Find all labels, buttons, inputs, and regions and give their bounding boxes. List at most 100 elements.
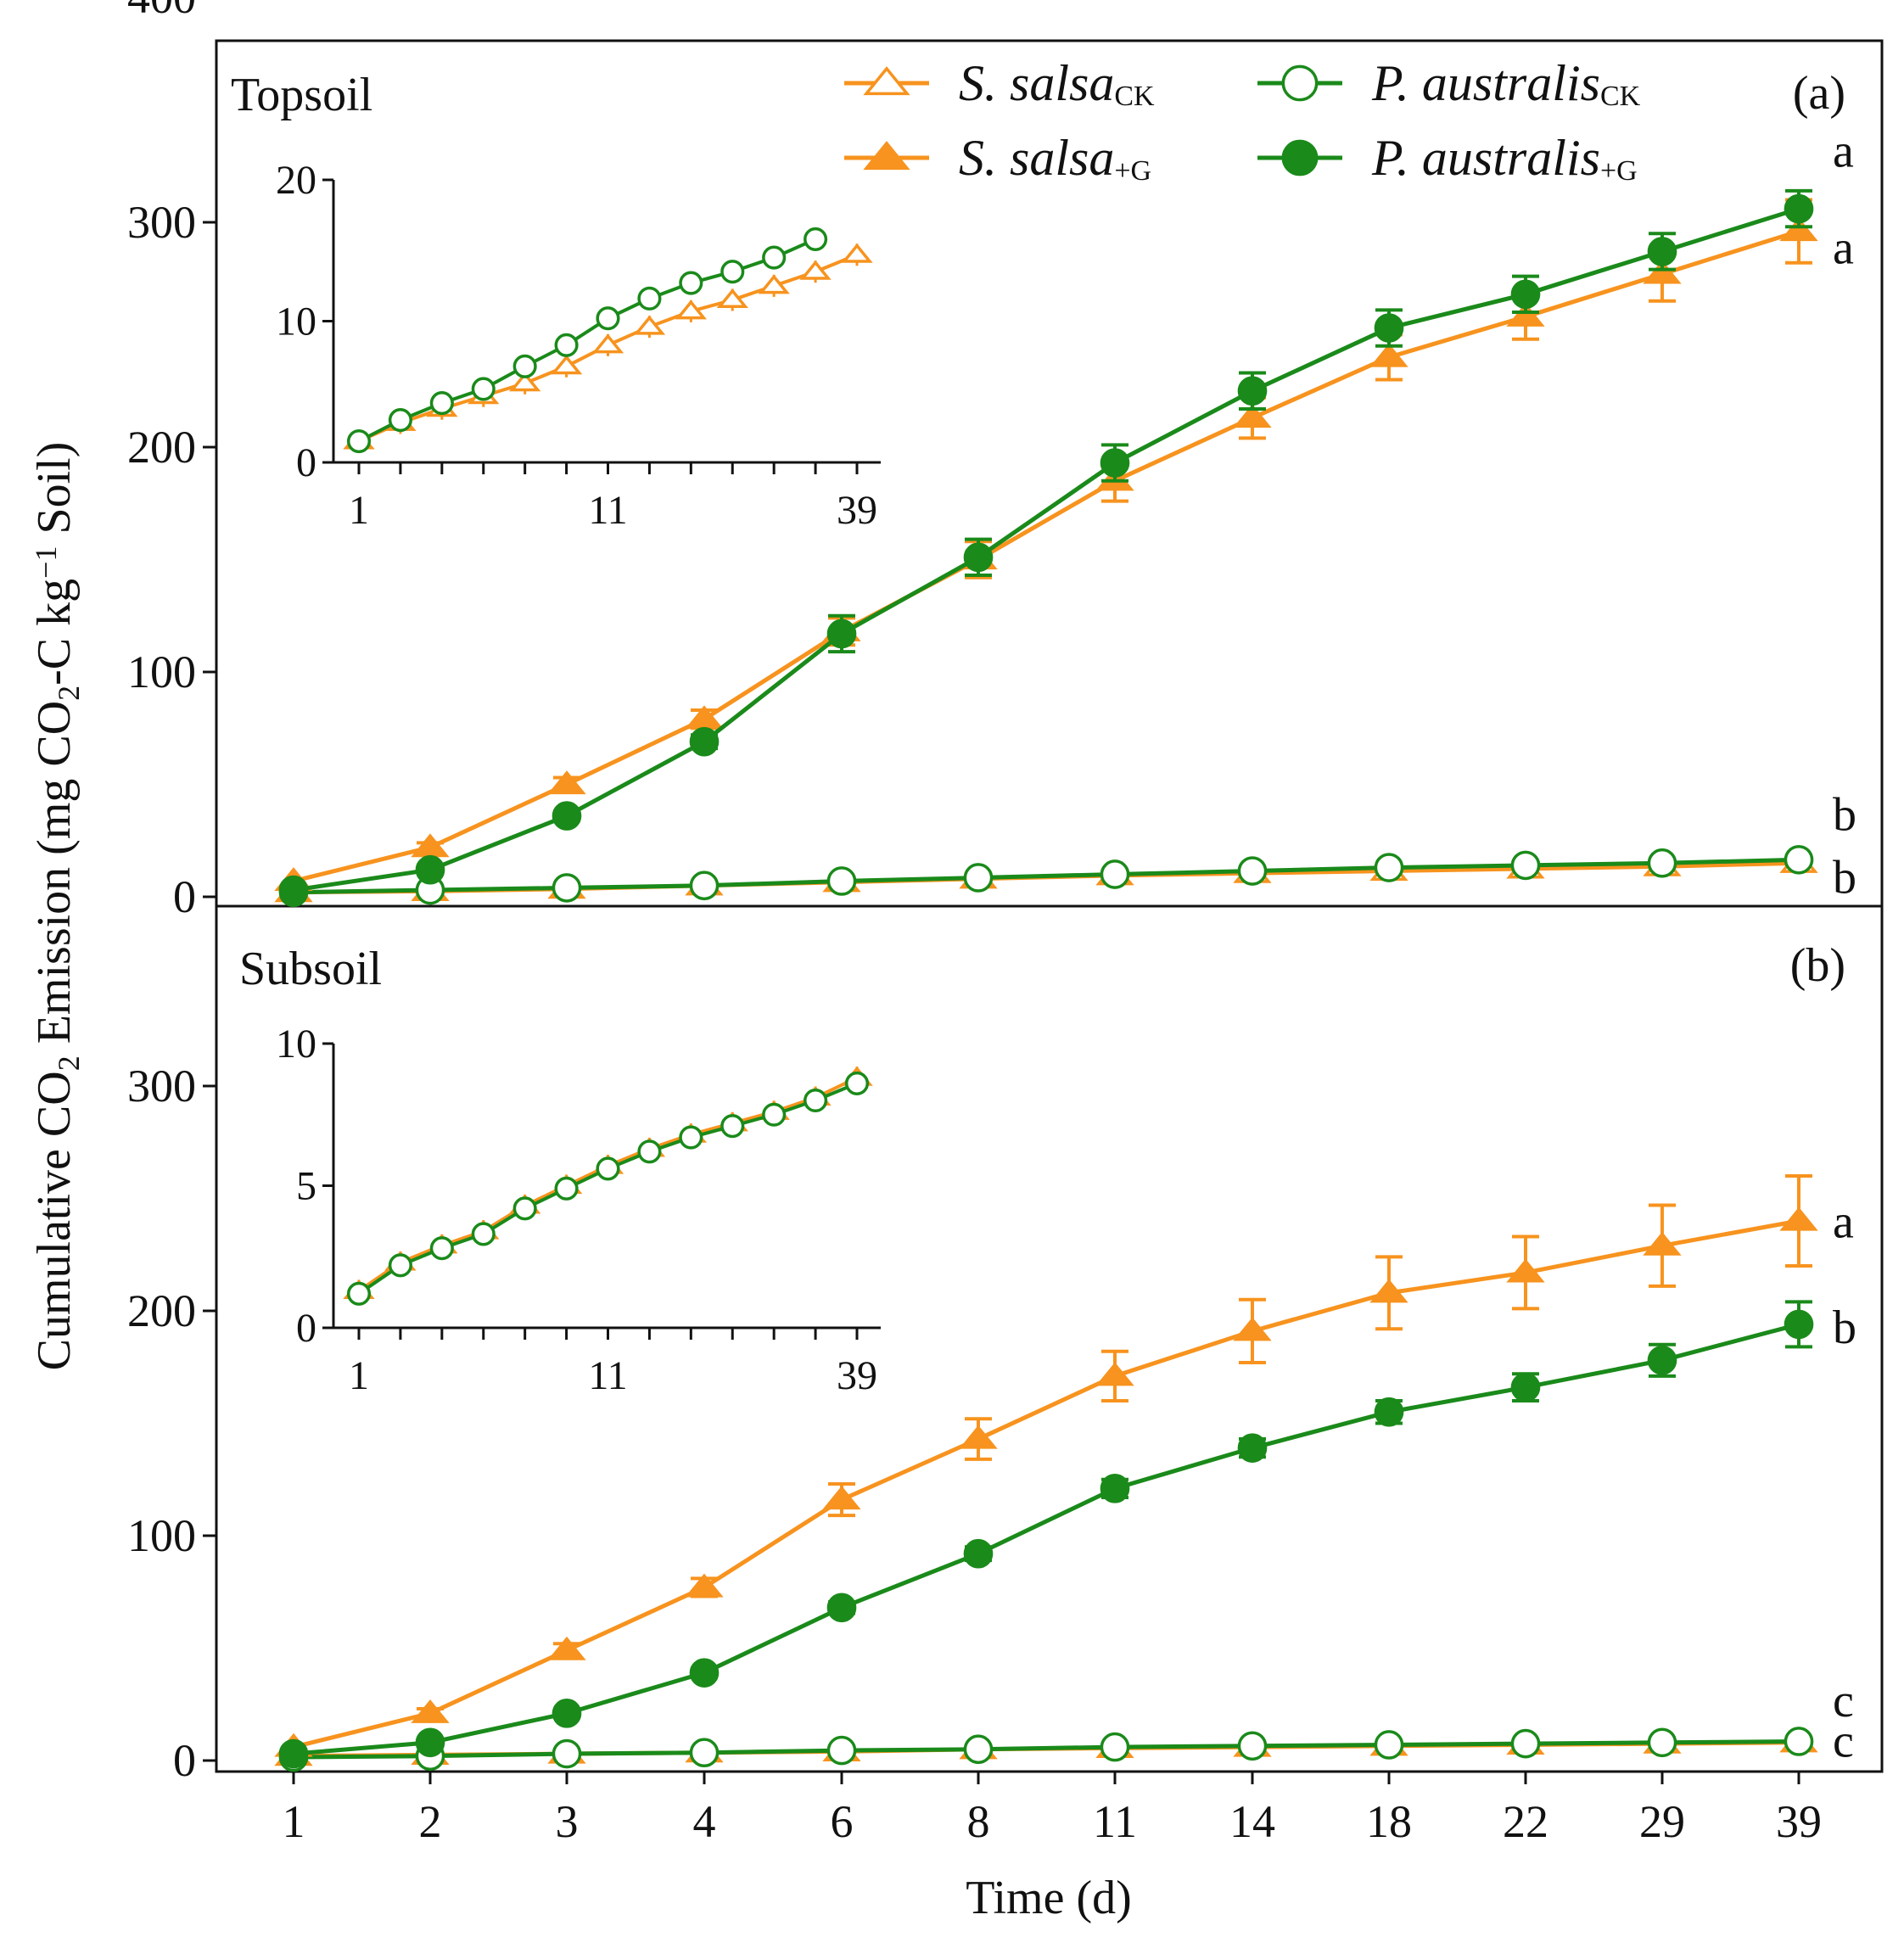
inset-data-point-ss_ck bbox=[550, 355, 583, 375]
data-point-pa_g bbox=[1100, 1474, 1130, 1503]
data-point-pa_g bbox=[689, 1658, 720, 1688]
axes-layer bbox=[203, 39, 1884, 1784]
data-point-pa_ck bbox=[1784, 1727, 1814, 1756]
inset-data-point-pa_ck bbox=[429, 391, 454, 416]
data-point-ss_g bbox=[411, 1699, 450, 1723]
data-point-pa_g bbox=[1784, 1309, 1814, 1340]
data-point-ss_g bbox=[1233, 1317, 1272, 1341]
data-point-pa_ck bbox=[1647, 848, 1677, 878]
data-point-ss_g bbox=[1643, 1231, 1682, 1256]
data-point-ss_g bbox=[822, 1486, 861, 1510]
data-point-pa_g bbox=[278, 875, 309, 905]
significance-letter: c bbox=[1833, 1715, 1854, 1767]
significance-letter: b bbox=[1833, 1302, 1856, 1354]
data-point-pa_g bbox=[1647, 237, 1677, 266]
panel-label: (b) bbox=[1790, 939, 1845, 992]
x-tick-label: 6 bbox=[831, 1796, 854, 1847]
y-axis-label-part: 2 bbox=[52, 686, 86, 701]
legend-treatment: +G bbox=[1114, 155, 1151, 187]
data-point-pa_ck bbox=[1647, 1727, 1677, 1758]
inset-y-tick-label: 10 bbox=[276, 300, 316, 344]
inset-data-point-pa_ck bbox=[388, 1253, 412, 1278]
significance-letter: a bbox=[1833, 221, 1854, 274]
inset-x-tick-label: 39 bbox=[837, 1353, 877, 1398]
data-point-pa_g bbox=[415, 1727, 445, 1758]
y-tick-label: 400 bbox=[127, 0, 196, 23]
panel-title: Topsoil bbox=[231, 69, 372, 121]
series-line-pa_g bbox=[293, 206, 1800, 893]
data-point-pa_g bbox=[552, 801, 582, 831]
inset-data-point-ss_ck bbox=[758, 274, 790, 294]
x-axis-label: Time (d) bbox=[966, 1872, 1132, 1924]
inset-data-point-pa_ck bbox=[471, 377, 496, 401]
y-axis-label-part: Soil) bbox=[28, 442, 81, 546]
legend-treatment: CK bbox=[1114, 81, 1155, 112]
inset-data-point-pa_ck bbox=[512, 354, 537, 378]
data-point-pa_g bbox=[963, 542, 994, 573]
data-point-ss_g bbox=[1779, 1206, 1818, 1231]
y-tick-label: 300 bbox=[127, 1061, 196, 1111]
data-point-pa_g bbox=[278, 1738, 309, 1769]
series-line-pa_ck bbox=[293, 1738, 1800, 1760]
data-point-pa_g bbox=[1784, 193, 1814, 224]
data-point-pa_ck bbox=[963, 1734, 994, 1765]
data-layer bbox=[274, 64, 1818, 1772]
legend-species: P. australis bbox=[1371, 130, 1600, 186]
legend-treatment: +G bbox=[1600, 155, 1638, 187]
data-point-pa_ck bbox=[826, 866, 857, 896]
data-point-pa_g bbox=[689, 726, 720, 757]
y-tick-label: 200 bbox=[127, 1285, 196, 1336]
data-point-pa_g bbox=[1237, 376, 1268, 406]
data-point-ss_g bbox=[1779, 217, 1818, 242]
data-point-pa_ck bbox=[1510, 1728, 1541, 1759]
y-tick-label: 200 bbox=[127, 422, 196, 473]
x-tick-label: 1 bbox=[283, 1796, 305, 1847]
data-point-pa_g bbox=[826, 619, 857, 649]
data-point-ss_g bbox=[1506, 302, 1545, 327]
legend-species: P. australis bbox=[1371, 55, 1600, 111]
inset-data-point-ss_ck bbox=[675, 300, 708, 320]
data-point-ss_g bbox=[959, 1425, 998, 1449]
data-point-pa_ck bbox=[826, 1735, 857, 1766]
data-point-pa_ck bbox=[689, 871, 720, 901]
inset-data-point-pa_ck bbox=[471, 1222, 496, 1246]
data-point-pa_g bbox=[1374, 1397, 1404, 1427]
data-point-pa_ck bbox=[1237, 856, 1268, 886]
data-point-pa_g bbox=[415, 854, 445, 885]
legend-label-pa_ck: P. australisCK bbox=[1371, 55, 1641, 112]
inset-y-tick-label: 0 bbox=[296, 1306, 316, 1351]
y-axis-label-part: −1 bbox=[29, 546, 63, 579]
inset-data-point-pa_ck bbox=[554, 1176, 579, 1201]
data-point-pa_ck bbox=[1100, 1732, 1130, 1762]
legend-label-pa_g: P. australis+G bbox=[1371, 130, 1638, 187]
data-point-ss_g bbox=[1369, 343, 1408, 367]
inset-data-point-pa_ck bbox=[804, 1088, 828, 1113]
data-point-ss_g bbox=[411, 833, 450, 858]
x-tick-label: 4 bbox=[693, 1796, 716, 1847]
inset-x-tick-label: 1 bbox=[349, 488, 369, 533]
inset-data-point-pa_ck bbox=[679, 271, 703, 295]
data-point-ss_g bbox=[1506, 1258, 1545, 1283]
x-tick-label: 3 bbox=[556, 1796, 579, 1847]
legend-label-ss_g: S. salsa+G bbox=[959, 130, 1151, 187]
y-axis-label: Cumulative CO2 Emission (mg CO2-C kg−1 S… bbox=[28, 442, 86, 1371]
data-point-pa_ck bbox=[1510, 850, 1541, 881]
data-point-pa_ck bbox=[1784, 844, 1814, 875]
inset-data-point-pa_ck bbox=[346, 428, 372, 454]
x-tick-label: 22 bbox=[1503, 1796, 1548, 1847]
inset-y-tick-label: 0 bbox=[296, 440, 316, 485]
data-point-ss_g bbox=[1369, 1279, 1408, 1303]
significance-letter: a bbox=[1833, 126, 1854, 178]
data-point-ss_g bbox=[685, 1573, 724, 1598]
data-point-pa_g bbox=[1510, 279, 1541, 310]
legend-species: S. salsa bbox=[959, 130, 1114, 186]
inset-data-point-pa_ck bbox=[762, 1102, 787, 1127]
data-point-pa_ck bbox=[1237, 1731, 1268, 1761]
inset-data-point-pa_ck bbox=[762, 245, 787, 270]
inset-x-tick-label: 11 bbox=[588, 488, 627, 533]
panel-label: (a) bbox=[1793, 67, 1845, 120]
data-point-ss_g bbox=[547, 1636, 586, 1660]
data-point-pa_ck bbox=[963, 863, 994, 893]
